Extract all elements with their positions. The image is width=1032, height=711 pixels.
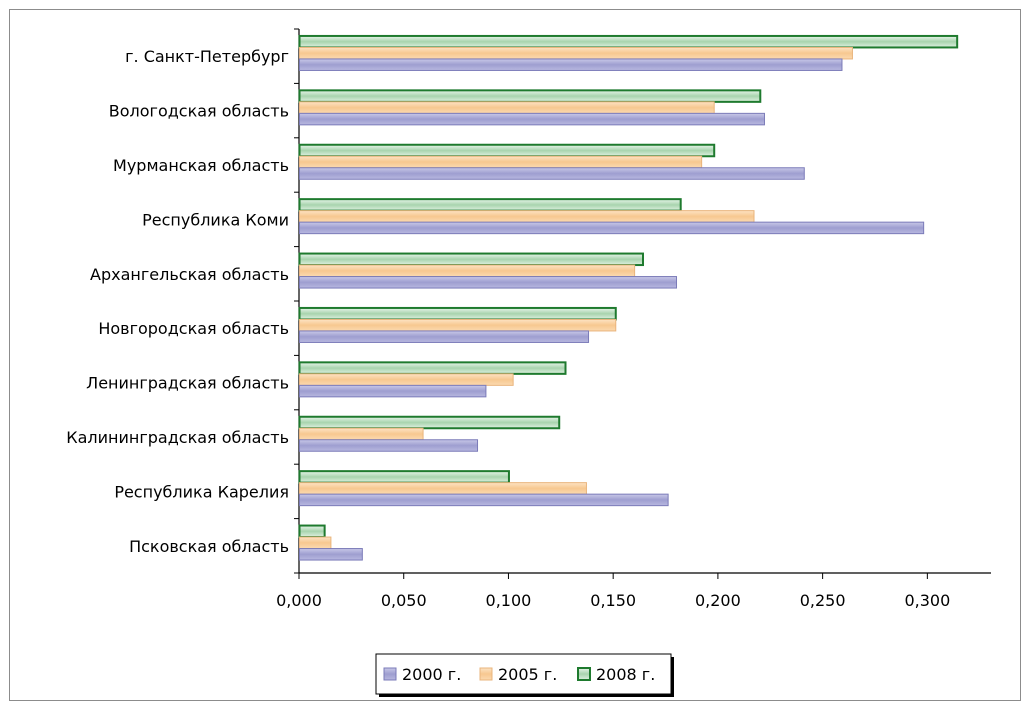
x-tick-label: 0,300 [904,591,950,610]
bar-2008-1 [298,89,762,103]
bar-2005-4 [299,264,636,278]
bar-2000-5 [299,330,590,343]
bar-2005-6 [299,373,514,386]
bar-2000-0 [299,58,843,71]
legend-label: 2008 г. [596,665,655,684]
bar-2005-5 [299,318,617,332]
bar-2005-0 [299,46,853,60]
category-label: Республика Коми [142,210,289,229]
bar-2008-3 [298,198,682,212]
legend-swatch [479,667,493,681]
bar-2005-7 [299,427,424,441]
legend-label: 2005 г. [498,665,557,684]
bar-2005-1 [299,101,715,114]
x-tick-label: 0,100 [486,591,532,610]
bar-2008-5 [298,306,617,321]
x-tick-label: 0,200 [695,591,741,610]
category-label: Вологодская область [109,102,289,121]
category-label: Мурманская область [113,156,289,175]
bar-2008-9 [298,524,326,539]
category-label: Новгородская область [98,319,289,338]
category-label: Республика Карелия [114,482,289,501]
legend-label: 2000 г. [402,665,461,684]
category-label: Калининградская область [66,428,289,447]
category-label: г. Санкт-Петербург [125,47,289,66]
x-tick-label: 0,000 [276,591,322,610]
bar-2000-1 [299,112,765,126]
bar-2008-8 [298,470,510,484]
category-label: Псковская область [129,537,289,556]
bar-2000-6 [299,384,487,398]
bar-2005-8 [299,482,587,495]
bar-2005-2 [299,155,703,169]
x-tick-label: 0,050 [381,591,427,610]
bar-2008-0 [298,34,959,49]
legend-swatch [383,667,397,681]
bar-2000-7 [299,439,479,452]
bar-2008-6 [298,361,567,375]
bar-2000-2 [299,167,805,180]
bar-2008-4 [298,252,644,267]
bar-chart: г. Санкт-Петербург Вологодская область Мур… [66,28,991,697]
bar-2008-2 [298,143,716,158]
bar-2005-9 [299,536,332,550]
bar-2008-7 [298,415,561,430]
x-tick-label: 0,150 [590,591,636,610]
bar-2000-3 [299,221,925,235]
bar-2005-3 [299,210,755,223]
legend-swatch [577,667,591,681]
bar-2000-8 [299,493,669,507]
bar-2000-4 [299,276,678,289]
category-label: Ленинградская область [86,374,289,393]
legend-box [375,653,672,695]
category-label: Архангельская область [90,265,289,284]
bar-2000-9 [299,548,363,561]
chart-frame: г. Санкт-Петербург Вологодская область Мур… [9,9,1021,701]
x-tick-label: 0,250 [800,591,846,610]
